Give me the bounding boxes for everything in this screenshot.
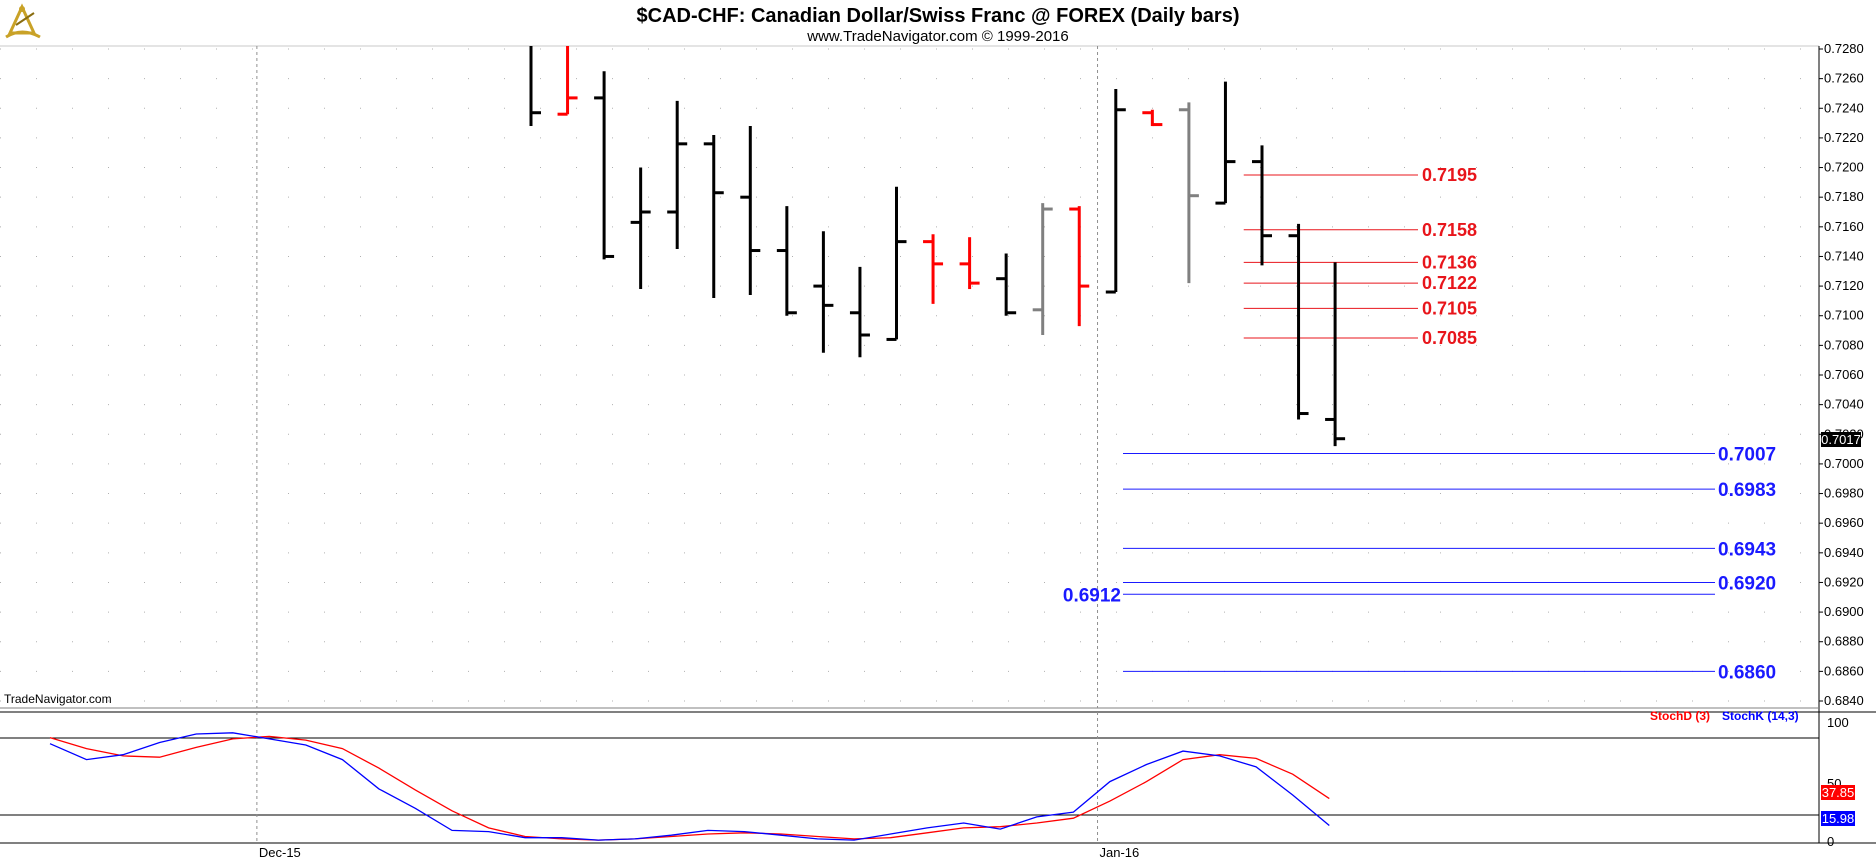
stoch-d-value: 37.85 — [1822, 785, 1855, 800]
date-gridlines — [256, 46, 1099, 708]
ohlc-bar — [630, 167, 651, 290]
price-tick-label: 0.7080 — [1824, 337, 1864, 352]
resistance-label: 0.7195 — [1422, 165, 1477, 185]
last-price-tag: 0.7017 — [1821, 432, 1861, 447]
stoch-date-gridlines — [256, 712, 1099, 843]
ohlc-bar — [1105, 89, 1126, 294]
ohlc-bar — [996, 253, 1017, 316]
price-tick-label: 0.6860 — [1824, 663, 1864, 678]
watermark: TradeNavigator.com — [4, 692, 112, 706]
price-tick-label: 0.7260 — [1824, 71, 1864, 86]
ohlc-bar — [557, 46, 578, 116]
price-tick-label: 0.6920 — [1824, 574, 1864, 589]
price-tick-label: 0.6840 — [1824, 693, 1864, 708]
stoch-d-line — [49, 735, 1330, 841]
resistance-label: 0.7158 — [1422, 220, 1477, 240]
price-tick-label: 0.7240 — [1824, 100, 1864, 115]
stoch-tick-label: 0 — [1827, 834, 1834, 849]
price-tick-label: 0.6940 — [1824, 545, 1864, 560]
support-label: 0.6920 — [1718, 573, 1776, 594]
ohlc-bar — [1032, 203, 1053, 335]
stoch-lines — [49, 732, 1330, 841]
support-label: 0.6983 — [1718, 480, 1776, 501]
ohlc-bar — [1252, 145, 1272, 266]
ohlc-bar — [594, 71, 615, 260]
chart-subtitle: www.TradeNavigator.com © 1999-2016 — [806, 28, 1068, 45]
price-tick-label: 0.7120 — [1824, 278, 1864, 293]
price-panel: 0.7280 0.7260 0.7240 0.7220 0.7200 0.7180 0.71… — [0, 41, 1876, 713]
resistance-label: 0.7122 — [1422, 273, 1477, 293]
price-tick-label: 0.6980 — [1824, 486, 1864, 501]
support-label: 0.6943 — [1718, 539, 1776, 560]
resistance-label: 0.7136 — [1422, 252, 1477, 272]
support-levels: 0.7007 0.6983 0.6943 0.6920 0.6912 0.6860 — [1063, 445, 1776, 684]
ohlc-bar — [1215, 81, 1236, 205]
ohlc-bar — [703, 134, 724, 298]
price-tick-label: 0.7160 — [1824, 219, 1864, 234]
ohlc-bar — [1178, 102, 1199, 284]
ohlc-bar — [740, 126, 761, 295]
price-tick-label: 0.6880 — [1824, 634, 1864, 649]
support-label: 0.6912 — [1063, 585, 1121, 606]
date-axis: Dec-15 Jan-16 — [259, 845, 1139, 860]
ohlc-bar — [923, 234, 944, 304]
price-tick-label: 0.7060 — [1824, 367, 1864, 382]
ohlc-bar — [849, 266, 870, 358]
header-band — [0, 0, 1876, 46]
resistance-label: 0.7085 — [1422, 328, 1477, 348]
price-grid — [0, 48, 1819, 702]
price-tick-label: 0.7100 — [1824, 308, 1864, 323]
price-tick-label: 0.6900 — [1824, 604, 1864, 619]
ohlc-bar — [886, 186, 907, 341]
ohlc-bar — [959, 237, 980, 290]
legend-stoch-k: StochK (14,3) — [1722, 709, 1799, 723]
price-tick-label: 0.7200 — [1824, 160, 1864, 175]
ohlc-bar — [1069, 206, 1090, 327]
last-price-label: 0.7017 — [1821, 432, 1861, 447]
stoch-k-line — [49, 732, 1330, 841]
sextant-icon — [5, 3, 41, 39]
price-tick-label: 0.6960 — [1824, 515, 1864, 530]
date-label: Jan-16 — [1100, 845, 1140, 860]
support-label: 0.7007 — [1718, 445, 1776, 466]
support-label: 0.6860 — [1718, 662, 1776, 683]
price-axis: 0.7280 0.7260 0.7240 0.7220 0.7200 0.7180 0.71… — [1819, 41, 1864, 708]
ohlc-bar — [776, 206, 797, 316]
chart-title: $CAD-CHF: Canadian Dollar/Swiss Franc @ … — [637, 5, 1240, 27]
ohlc-bar — [1288, 223, 1309, 420]
ohlc-bar — [529, 46, 541, 127]
price-tick-label: 0.7000 — [1824, 456, 1864, 471]
price-tick-label: 0.7140 — [1824, 248, 1864, 263]
ohlc-bar — [1325, 262, 1346, 447]
ohlc-bar — [667, 100, 688, 250]
stoch-k-value: 15.98 — [1822, 811, 1855, 826]
stoch-k-value-tag: 15.98 — [1821, 811, 1855, 826]
ohlc-bar — [1142, 109, 1163, 127]
ohlc-bars — [529, 46, 1346, 447]
stoch-d-value-tag: 37.85 — [1821, 785, 1855, 800]
date-label: Dec-15 — [259, 845, 301, 860]
price-tick-label: 0.7280 — [1824, 41, 1864, 56]
resistance-label: 0.7105 — [1422, 298, 1477, 318]
legend-stoch-d: StochD (3) — [1650, 709, 1710, 723]
price-tick-label: 0.7040 — [1824, 397, 1864, 412]
ohlc-bar — [813, 231, 834, 353]
price-tick-label: 0.7220 — [1824, 130, 1864, 145]
stoch-tick-label: 100 — [1827, 715, 1849, 730]
price-tick-label: 0.7180 — [1824, 189, 1864, 204]
